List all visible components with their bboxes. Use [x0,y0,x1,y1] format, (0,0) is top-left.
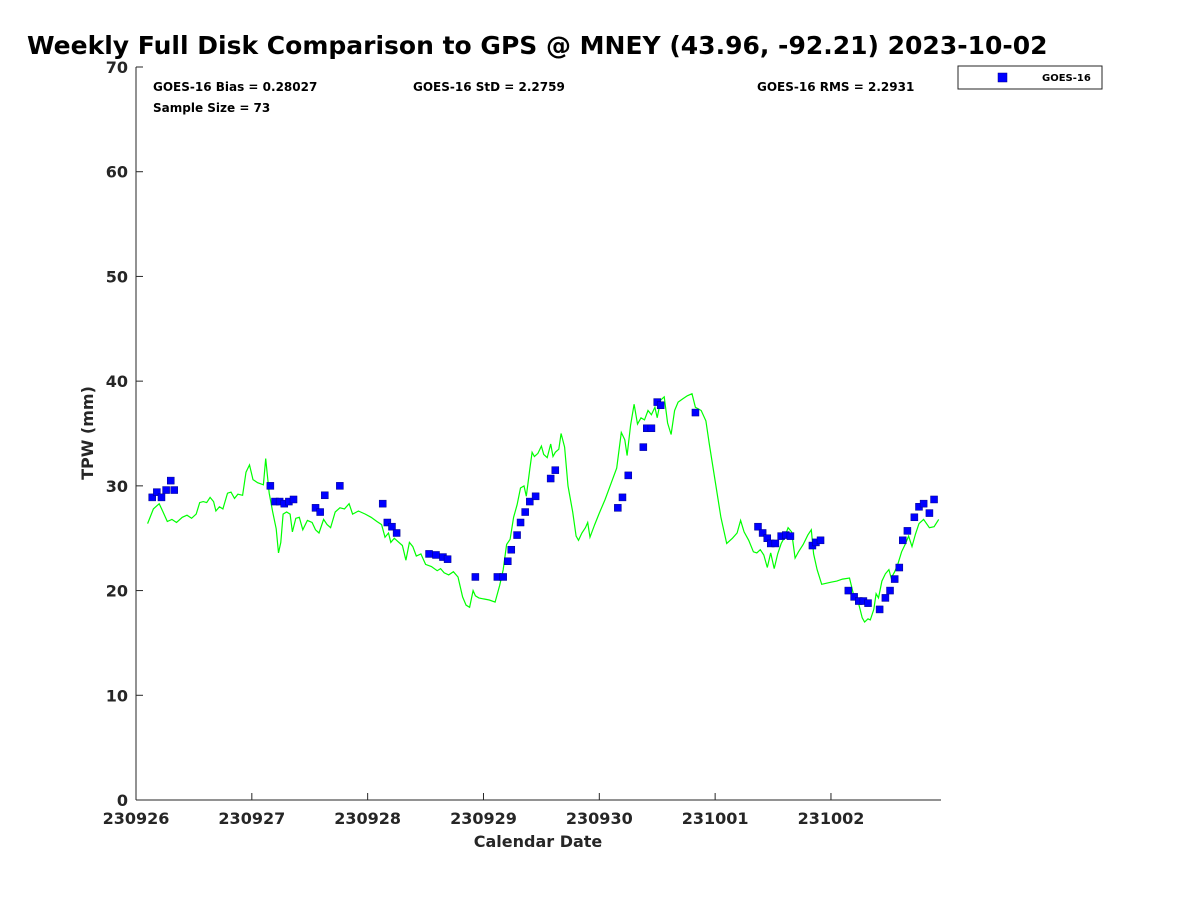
goes16-point [786,532,795,540]
goes16-point [513,531,521,539]
goes16-point [864,599,872,607]
legend-label-goes16: GOES-16 [1042,73,1091,84]
goes16-point [919,499,928,508]
goes16-point [691,408,700,417]
goes16-point [153,488,161,496]
goes16-point [499,573,507,581]
x-tick-label: 230930 [566,809,633,828]
goes16-point [903,527,912,535]
goes16-point [507,545,516,554]
chart-title: Weekly Full Disk Comparison to GPS @ MNE… [27,31,1048,60]
goes16-point [432,551,440,559]
y-tick-label: 20 [106,582,128,601]
goes16-point [624,471,633,480]
goes16-point [388,522,396,531]
plot-area [136,67,941,800]
goes16-point [157,493,166,502]
legend-marker-goes16 [997,72,1008,83]
gps-series [147,392,940,623]
goes16-point [504,557,512,566]
x-ticks: 230926 230927 230928 230929 230930 231001 2310… [103,793,865,828]
y-tick-label: 50 [106,267,128,286]
goes16-point [266,482,275,490]
goes16-point [521,508,529,516]
x-tick-label: 231002 [798,809,865,828]
goes16-point [311,504,320,512]
stat-std: GOES-16 StD = 2.2759 [413,80,565,94]
goes16-point [321,491,329,500]
goes16-point [816,536,825,545]
goes16-point [531,492,540,501]
goes16-point [148,493,156,502]
goes16-point [910,513,919,522]
x-axis-label: Calendar Date [474,832,603,851]
goes16-point [551,466,560,474]
y-ticks: 0 10 20 30 40 50 60 70 [106,58,143,810]
goes16-point [166,476,175,485]
goes16-point [546,474,555,483]
y-tick-label: 60 [106,163,128,182]
goes16-point [886,586,894,595]
goes16-point [758,529,767,537]
goes16-point [647,424,656,433]
goes16-point [336,482,344,490]
legend-box [957,65,1103,90]
goes16-point [316,508,324,516]
goes16-point [618,493,627,502]
y-tick-label: 40 [106,372,128,391]
goes16-point [844,586,853,595]
goes16-point [392,529,401,537]
goes16-point [771,539,780,548]
goes16-point [614,504,622,512]
goes16-point [289,495,298,504]
goes16-point [881,594,890,602]
legend: GOES-16 [957,65,1103,90]
y-axis-label: TPW (mm) [78,386,97,480]
y-tick-label: 70 [106,58,128,77]
gps-line [147,392,940,623]
x-tick-label: 230929 [450,809,517,828]
stat-bias: GOES-16 Bias = 0.28027 [153,80,317,94]
stat-sample-size: Sample Size = 73 [153,101,270,115]
goes16-point [170,486,178,494]
goes16-point [162,486,170,494]
goes16-point [526,497,534,506]
y-tick-label: 30 [106,477,128,496]
y-tick-label: 0 [117,791,128,810]
goes16-point [930,495,938,504]
goes16-point [383,518,392,527]
x-tick-label: 230926 [103,809,170,828]
goes16-point [850,593,858,601]
x-tick-label: 230927 [218,809,285,828]
goes16-point [895,563,904,572]
x-tick-label: 230928 [334,809,401,828]
x-tick-label: 231001 [682,809,749,828]
goes16-point [516,518,525,527]
goes16-point [899,536,907,545]
goes16-series [148,398,938,614]
goes16-point [378,499,387,508]
goes16-point [425,550,433,558]
goes16-point [754,522,762,531]
goes16-point [471,573,480,581]
goes16-point [443,555,452,563]
goes16-point [656,401,665,409]
y-tick-label: 10 [106,686,128,705]
goes16-point [890,575,899,583]
stat-rms: GOES-16 RMS = 2.2931 [757,80,914,94]
goes16-point [639,443,648,451]
goes16-point [925,509,934,517]
goes16-point [875,605,884,614]
